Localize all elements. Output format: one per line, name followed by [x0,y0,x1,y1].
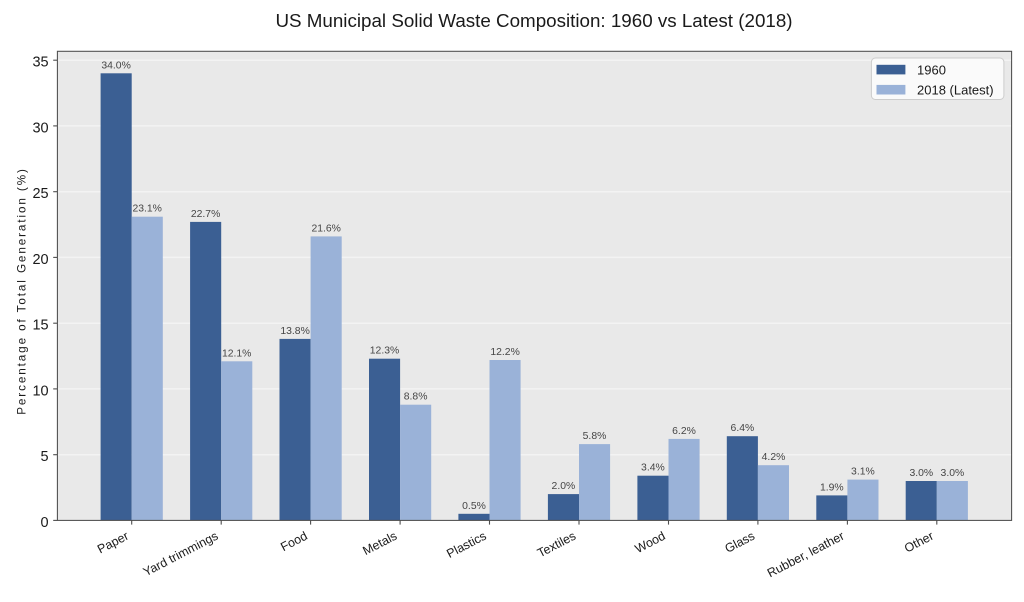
svg-text:5: 5 [41,449,49,465]
svg-text:3.0%: 3.0% [909,468,933,479]
svg-text:12.1%: 12.1% [222,348,251,359]
svg-text:0.5%: 0.5% [462,501,486,512]
svg-text:22.7%: 22.7% [191,209,220,220]
svg-text:25: 25 [32,186,48,202]
svg-text:34.0%: 34.0% [101,60,130,71]
svg-text:0: 0 [41,515,49,531]
svg-text:6.2%: 6.2% [672,426,696,437]
svg-text:12.2%: 12.2% [490,347,519,358]
svg-text:30: 30 [32,120,48,136]
svg-text:3.4%: 3.4% [641,463,665,474]
svg-text:1960: 1960 [917,62,946,77]
svg-text:US Municipal Solid Waste Compo: US Municipal Solid Waste Composition: 19… [275,10,792,31]
svg-text:21.6%: 21.6% [311,223,340,234]
svg-text:15: 15 [32,318,48,334]
svg-text:2.0%: 2.0% [552,481,576,492]
svg-text:23.1%: 23.1% [132,204,161,215]
svg-text:Percentage of Total Generation: Percentage of Total Generation (%) [16,167,29,415]
svg-text:35: 35 [32,55,48,71]
svg-text:6.4%: 6.4% [731,423,755,434]
svg-text:3.0%: 3.0% [941,468,965,479]
svg-text:1.9%: 1.9% [820,482,844,493]
svg-text:4.2%: 4.2% [762,452,786,463]
svg-text:10: 10 [32,383,48,399]
svg-text:13.8%: 13.8% [280,326,309,337]
svg-text:12.3%: 12.3% [370,346,399,357]
svg-text:3.1%: 3.1% [851,467,875,478]
svg-text:5.8%: 5.8% [583,431,607,442]
svg-text:8.8%: 8.8% [404,392,428,403]
svg-text:20: 20 [32,252,48,268]
svg-text:2018 (Latest): 2018 (Latest) [917,83,994,98]
